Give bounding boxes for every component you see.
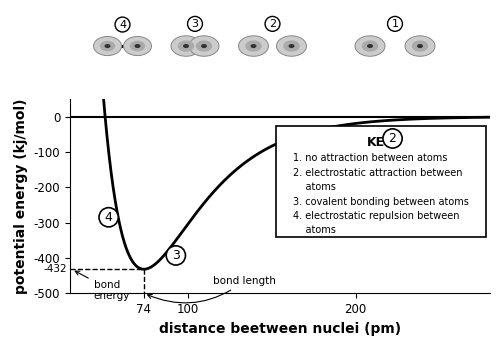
Y-axis label: potential energy (kj/mol): potential energy (kj/mol): [14, 98, 28, 294]
Text: 1. no attraction between atoms
2. electrostatic attraction between
    atoms
3. : 1. no attraction between atoms 2. electr…: [292, 153, 469, 235]
Text: 2: 2: [269, 19, 276, 29]
Text: 1: 1: [392, 19, 398, 29]
Text: KEY: KEY: [367, 136, 394, 149]
Text: bond
energy: bond energy: [75, 271, 130, 301]
FancyBboxPatch shape: [276, 126, 486, 237]
Text: -432: -432: [43, 264, 66, 274]
Text: 2: 2: [388, 132, 396, 145]
Text: bond length: bond length: [148, 276, 276, 303]
Text: 4: 4: [119, 19, 126, 30]
Text: 3: 3: [192, 19, 198, 29]
X-axis label: distance beetween nuclei (pm): distance beetween nuclei (pm): [159, 322, 401, 336]
Text: 4: 4: [104, 211, 112, 224]
Text: 3: 3: [172, 249, 180, 262]
